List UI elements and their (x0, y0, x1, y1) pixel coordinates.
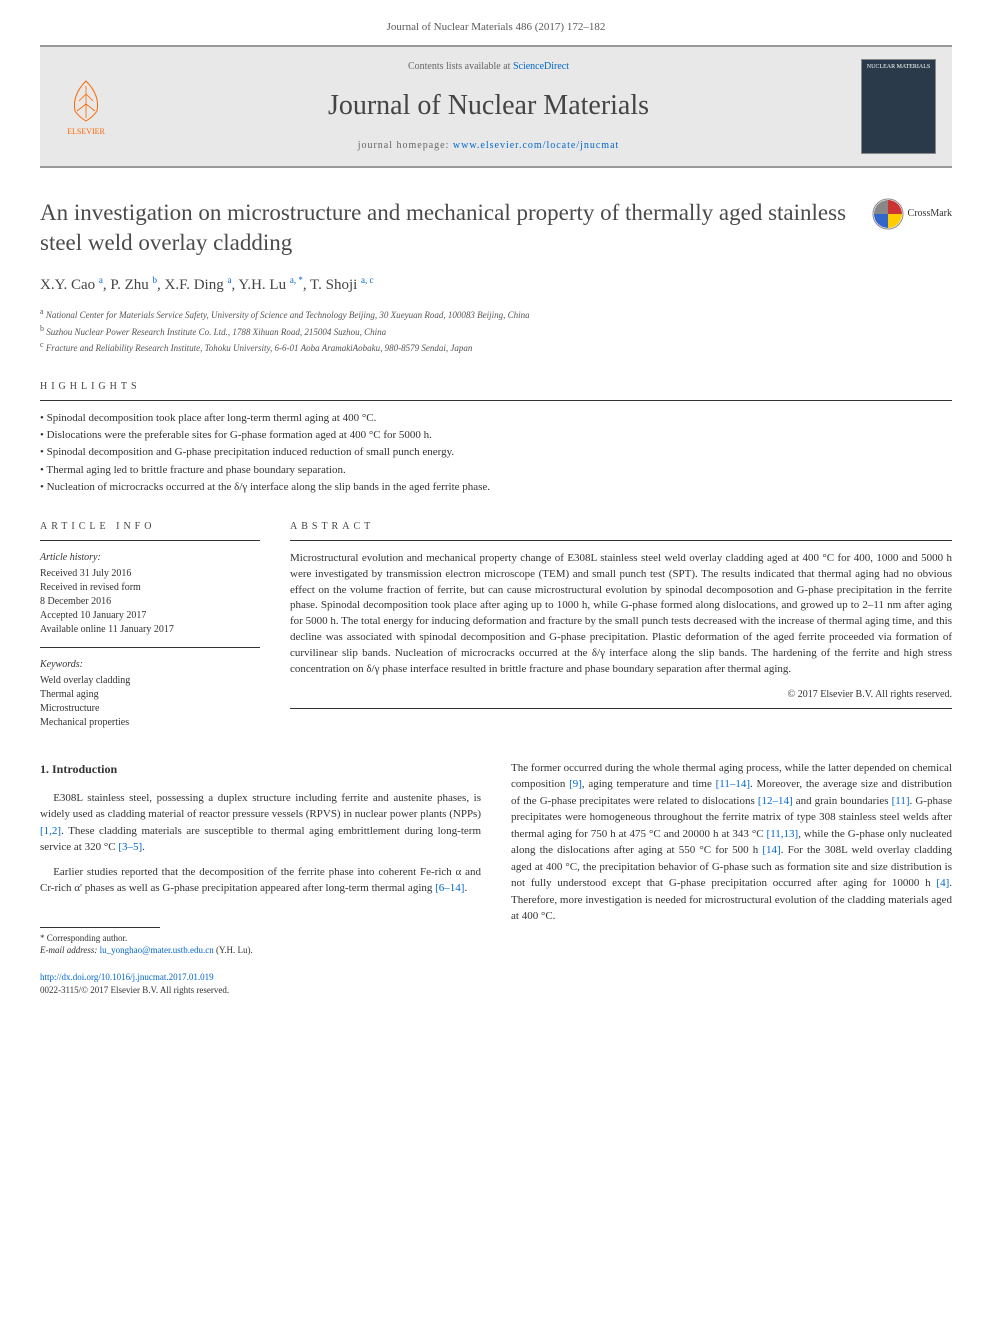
affiliations: a National Center for Materials Service … (40, 306, 952, 356)
footer-rule (40, 927, 160, 928)
article-title: An investigation on microstructure and m… (40, 198, 852, 258)
body-col-left: 1. Introduction E308L stainless steel, p… (40, 760, 481, 998)
abstract-rule (290, 540, 952, 541)
article-info-heading: ARTICLE INFO (40, 520, 260, 534)
homepage-prefix: journal homepage: (358, 140, 453, 151)
email-line: E-mail address: lu_yonghao@mater.ustb.ed… (40, 944, 481, 957)
intro-heading: 1. Introduction (40, 760, 481, 778)
keywords-label: Keywords: (40, 658, 260, 672)
intro-p1: E308L stainless steel, possessing a dupl… (40, 790, 481, 856)
highlight-item: Spinodal decomposition took place after … (40, 411, 952, 426)
intro-p2: Earlier studies reported that the decomp… (40, 864, 481, 897)
crossmark-badge[interactable]: CrossMark (872, 198, 952, 230)
title-row: An investigation on microstructure and m… (40, 198, 952, 258)
issn-line: 0022-3115/© 2017 Elsevier B.V. All right… (40, 985, 229, 995)
corresponding-footer: * Corresponding author. E-mail address: … (40, 927, 481, 957)
section-number: 1. (40, 762, 49, 776)
ref-link[interactable]: [4] (936, 877, 949, 889)
cover-thumb-title: NUCLEAR MATERIALS (867, 64, 931, 71)
section-title: Introduction (52, 762, 117, 776)
history-text: Received 31 July 2016Received in revised… (40, 567, 260, 637)
doi-block: http://dx.doi.org/10.1016/j.jnucmat.2017… (40, 971, 481, 998)
elsevier-logo: ELSEVIER (56, 72, 116, 142)
homepage-link[interactable]: www.elsevier.com/locate/jnucmat (453, 140, 619, 151)
ref-link[interactable]: [12–14] (758, 795, 793, 807)
highlight-item: Nucleation of microcracks occurred at th… (40, 480, 952, 495)
email-link[interactable]: lu_yonghao@mater.ustb.edu.cn (100, 945, 214, 955)
journal-name: Journal of Nuclear Materials (132, 86, 845, 125)
keywords-text: Weld overlay claddingThermal agingMicros… (40, 674, 260, 730)
article-info-rule (40, 540, 260, 541)
ref-link[interactable]: [6–14] (435, 882, 464, 894)
homepage-line: journal homepage: www.elsevier.com/locat… (132, 139, 845, 153)
corresponding-author: * Corresponding author. (40, 932, 481, 945)
email-label: E-mail address: (40, 945, 100, 955)
header-center: Contents lists available at ScienceDirec… (132, 60, 845, 153)
highlights-heading: HIGHLIGHTS (40, 380, 952, 394)
elsevier-label: ELSEVIER (67, 126, 105, 137)
highlights-list: Spinodal decomposition took place after … (40, 411, 952, 496)
contents-prefix: Contents lists available at (408, 61, 513, 72)
ref-link[interactable]: [1,2] (40, 825, 61, 837)
journal-cover-thumbnail: NUCLEAR MATERIALS (861, 59, 936, 154)
ref-link[interactable]: [14] (762, 844, 780, 856)
authors-line: X.Y. Cao a, P. Zhu b, X.F. Ding a, Y.H. … (40, 274, 952, 296)
citation-line: Journal of Nuclear Materials 486 (2017) … (40, 20, 952, 35)
abstract-bottom-rule (290, 708, 952, 709)
doi-link[interactable]: http://dx.doi.org/10.1016/j.jnucmat.2017… (40, 972, 214, 982)
abstract-column: ABSTRACT Microstructural evolution and m… (290, 520, 952, 730)
highlight-item: Thermal aging led to brittle fracture an… (40, 463, 952, 478)
highlight-item: Dislocations were the preferable sites f… (40, 428, 952, 443)
contents-availability: Contents lists available at ScienceDirec… (132, 60, 845, 74)
sciencedirect-link[interactable]: ScienceDirect (513, 61, 569, 72)
info-abstract-row: ARTICLE INFO Article history: Received 3… (40, 520, 952, 730)
ref-link[interactable]: [3–5] (118, 841, 142, 853)
abstract-text: Microstructural evolution and mechanical… (290, 551, 952, 679)
history-label: Article history: (40, 551, 260, 565)
email-suffix: (Y.H. Lu). (214, 945, 253, 955)
crossmark-icon (872, 198, 904, 230)
body-col-right: The former occurred during the whole the… (511, 760, 952, 998)
ref-link[interactable]: [11] (892, 795, 910, 807)
crossmark-label: CrossMark (908, 207, 952, 221)
highlights-rule (40, 400, 952, 401)
ref-link[interactable]: [11,13] (767, 828, 799, 840)
abstract-copyright: © 2017 Elsevier B.V. All rights reserved… (290, 688, 952, 702)
abstract-heading: ABSTRACT (290, 520, 952, 534)
elsevier-tree-icon (61, 76, 111, 126)
article-info-column: ARTICLE INFO Article history: Received 3… (40, 520, 260, 730)
intro-p3: The former occurred during the whole the… (511, 760, 952, 925)
highlight-item: Spinodal decomposition and G-phase preci… (40, 445, 952, 460)
journal-header-box: ELSEVIER Contents lists available at Sci… (40, 45, 952, 168)
body-columns: 1. Introduction E308L stainless steel, p… (40, 760, 952, 998)
ref-link[interactable]: [11–14] (716, 778, 750, 790)
keywords-rule (40, 647, 260, 648)
ref-link[interactable]: [9] (569, 778, 582, 790)
